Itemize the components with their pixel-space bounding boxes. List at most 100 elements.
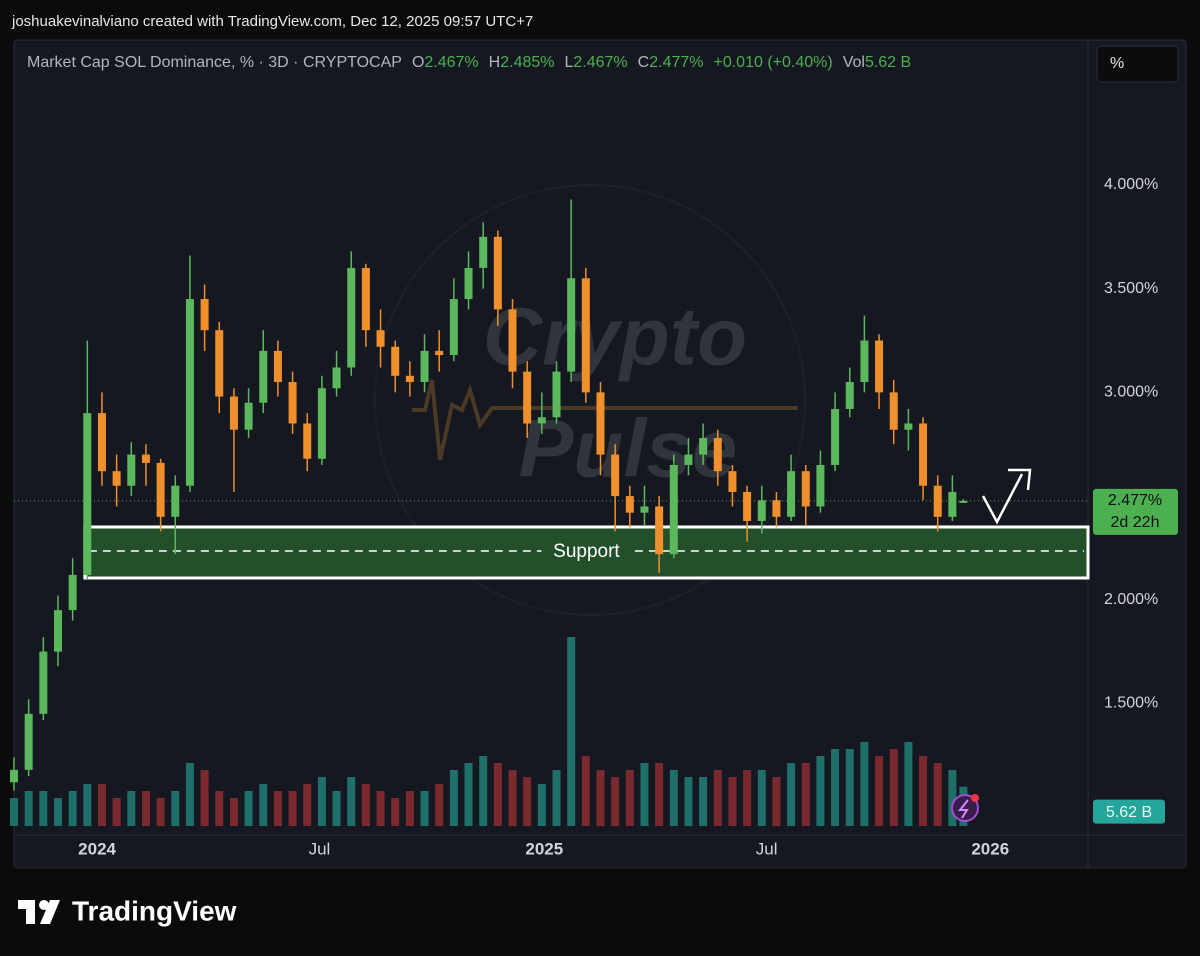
legend-item: Vol (843, 54, 865, 71)
scale-button[interactable] (1096, 45, 1179, 83)
volume-bar (743, 770, 752, 826)
footer-logo: TradingView (72, 895, 237, 926)
y-tick-label: 3.000% (1104, 384, 1158, 401)
candle-body (508, 309, 517, 372)
header: joshuakevinalviano created with TradingV… (11, 13, 533, 30)
candle-body (83, 413, 92, 575)
candle-body (464, 267, 473, 300)
candle-body (904, 423, 913, 430)
x-tick-label: Jul (309, 839, 331, 858)
candle-body (787, 471, 796, 517)
support-label: Support (553, 541, 620, 562)
candle-body (625, 496, 634, 513)
legend: Market Cap SOL Dominance, % · 3D · CRYPT… (27, 54, 911, 71)
volume-bar (435, 784, 444, 826)
candle-body (435, 350, 444, 356)
volume-bar (288, 791, 297, 826)
volume-bar (361, 784, 370, 826)
alert-icon[interactable] (951, 794, 979, 822)
volume-bar (464, 763, 473, 826)
plot-area: Support (10, 199, 1090, 826)
volume-bar (376, 791, 385, 826)
volume-bar (889, 749, 898, 826)
volume-bar (875, 756, 884, 826)
candle-body (376, 330, 385, 347)
candle-body (141, 454, 150, 463)
volume-bar (347, 777, 356, 826)
legend-item: L (564, 54, 573, 71)
legend-item: 2.477% (649, 54, 703, 71)
volume-bar (948, 770, 957, 826)
volume-bar (640, 763, 649, 826)
volume-tag (1093, 799, 1165, 824)
volume-bar (831, 749, 840, 826)
candle-body (757, 500, 766, 521)
candle-body (200, 299, 209, 331)
candle-body (640, 506, 649, 513)
candle-body (259, 350, 268, 403)
candle-body (655, 506, 664, 555)
volume-bar (581, 756, 590, 826)
candle-body (449, 299, 458, 356)
legend-item: 2.467% (573, 54, 627, 71)
x-tick-label: 2024 (78, 839, 116, 858)
candle-body (567, 278, 576, 372)
arrow-annotation (981, 473, 1024, 525)
volume-bar (904, 742, 913, 826)
candle-body (68, 574, 77, 611)
legend-item: H (489, 54, 501, 71)
alert-dot (971, 794, 979, 802)
volume-bar (303, 784, 312, 826)
last-price-tag (1093, 488, 1178, 535)
volume-bar (479, 756, 488, 826)
volume-bar (83, 784, 92, 826)
volume-bar (449, 770, 458, 826)
volume-bar (845, 749, 854, 826)
candle-body (288, 382, 297, 424)
volume-bar (933, 763, 942, 826)
candle-body (273, 350, 282, 383)
watermark-ring (374, 184, 806, 616)
volume-bar (141, 791, 150, 826)
y-tick-label: 4.000% (1104, 176, 1158, 193)
y-tick-label: 1.500% (1104, 695, 1158, 712)
volume-bar (625, 770, 634, 826)
candle-body (831, 408, 840, 465)
candle-body (959, 500, 968, 503)
countdown-label: 2d 22h (1111, 514, 1160, 531)
volume-bar (493, 763, 502, 826)
candle-body (581, 278, 590, 393)
volume-bar (156, 798, 165, 826)
candle-body (845, 382, 854, 409)
candle-body (933, 485, 942, 517)
arrow-head (1008, 468, 1032, 491)
y-tick-label: 2.000% (1104, 591, 1158, 608)
candle-body (552, 371, 561, 418)
legend-item: C (638, 54, 650, 71)
candle-body (801, 471, 810, 507)
volume-bar (229, 798, 238, 826)
candle-body (493, 236, 502, 310)
volume-bar (127, 791, 136, 826)
candle-body (860, 340, 869, 383)
candle-body (875, 340, 884, 393)
volume-bar (39, 791, 48, 826)
volume-bar (655, 763, 664, 826)
candle-body (244, 402, 253, 430)
candle-body (24, 713, 33, 770)
candle-body (713, 438, 722, 472)
scale-button-label[interactable]: % (1110, 55, 1124, 72)
candle-body (185, 299, 194, 486)
volume-bar (728, 777, 737, 826)
support-label-bg (541, 539, 632, 564)
volume-bar (332, 791, 341, 826)
candle-body (127, 454, 136, 486)
volume-bar (699, 777, 708, 826)
legend-item: 2.467% (424, 54, 478, 71)
volume-bar (508, 770, 517, 826)
volume-bar (405, 791, 414, 826)
volume-bar (200, 770, 209, 826)
volume-bar (112, 798, 121, 826)
volume-bar (244, 791, 253, 826)
